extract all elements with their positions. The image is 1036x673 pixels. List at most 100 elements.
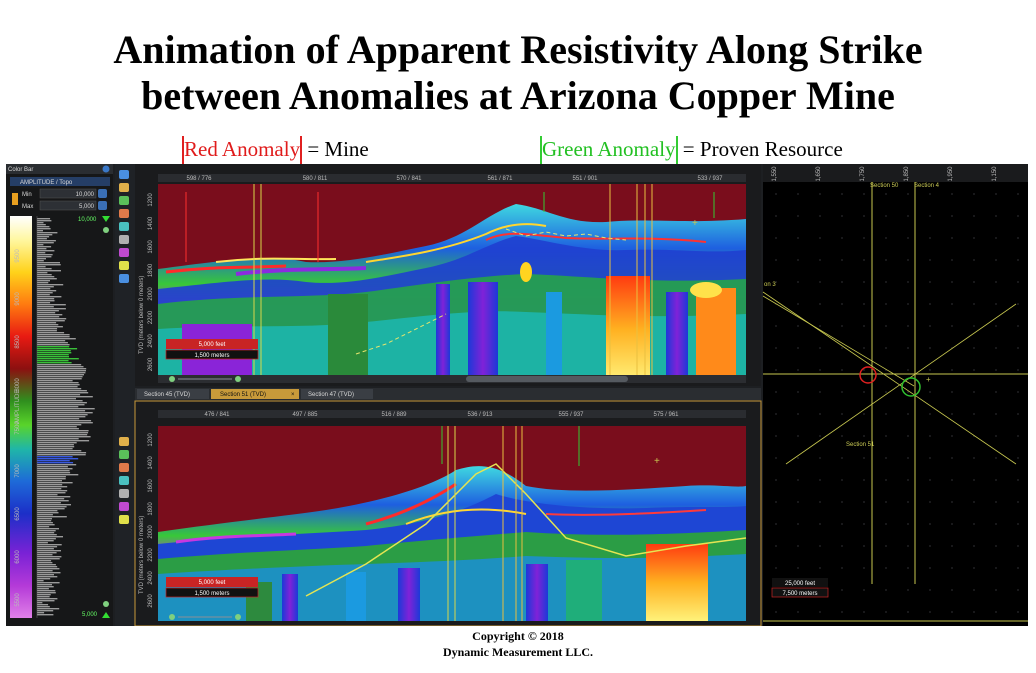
map-label-section-51: Section 51: [846, 442, 875, 448]
page-title-line2: between Anomalies at Arizona Copper Mine: [141, 73, 895, 118]
y-tick-label: 2400: [148, 334, 154, 348]
svg-text:+: +: [654, 456, 660, 467]
y-tick-label: 1400: [148, 216, 154, 230]
palette-icon[interactable]: [12, 193, 18, 205]
min-input[interactable]: [39, 188, 97, 199]
color-bar-ticks: 9500 9000 8500 8000 7500 7000 6500 6000 5500: [15, 249, 21, 607]
max-label: Max: [22, 204, 33, 210]
x-tick-label: 561 / 871: [487, 176, 513, 182]
red-anomaly-label: Red Anomaly: [184, 137, 301, 161]
map-x-tick-label: 1,950: [948, 166, 954, 182]
top-scrollbar[interactable]: [158, 375, 746, 383]
top-scale-meters: 1,500 meters: [194, 353, 229, 359]
red-marker: [300, 136, 303, 167]
y-tick-label: 1200: [148, 433, 154, 447]
top-zoom-out-icon[interactable]: [169, 376, 175, 382]
tab-section-51[interactable]: Section 51 (TVD) ×: [211, 389, 299, 399]
svg-text:+: +: [692, 218, 698, 229]
bottom-zoom-out-icon[interactable]: [169, 614, 175, 620]
zoom-icon[interactable]: [119, 183, 129, 192]
y-tick-label: 1600: [148, 479, 154, 493]
pan-icon[interactable]: [119, 196, 129, 205]
tab-section-45[interactable]: Section 45 (TVD): [137, 389, 209, 399]
green-marker: [675, 136, 678, 167]
camera-icon[interactable]: [119, 489, 129, 498]
color-bar-title: Color Bar: [8, 167, 33, 173]
max-input[interactable]: [39, 200, 97, 211]
green-anomaly-suffix: = Proven Resource: [677, 137, 843, 161]
map-panel: [763, 164, 1028, 626]
page-title-line1: Animation of Apparent Resistivity Along …: [113, 27, 923, 72]
bottom-y-axis-label: TVD (meters below 0 meters): [139, 516, 145, 594]
green-anomaly-marker: [901, 377, 921, 397]
map-grid-dots: [775, 193, 1019, 613]
green-anomaly-label: Green Anomaly: [542, 137, 676, 161]
x-tick-label: 598 / 776: [186, 176, 212, 182]
top-zoom-in-icon[interactable]: [235, 376, 241, 382]
bottom-y-ticks: 1200 1400 1600 1800 2000 2200 2400 2600: [148, 433, 154, 608]
top-value: 10,000: [78, 217, 97, 223]
top-scrollbar-thumb[interactable]: [466, 376, 628, 382]
tab-section-45-label: Section 45 (TVD): [144, 392, 190, 398]
info-icon[interactable]: [119, 515, 129, 524]
map-x-ticks: 1,550 1,650 1,750 1,850 1,950 1,150: [772, 166, 998, 182]
map-label-section-4: Section 4: [914, 183, 940, 189]
min-spin-icon[interactable]: [98, 189, 107, 198]
line-icon[interactable]: [119, 261, 129, 270]
tab-section-47[interactable]: Section 47 (TVD): [301, 389, 373, 399]
copyright: Copyright © 2018: [472, 629, 564, 643]
x-tick-label: 497 / 885: [292, 412, 318, 418]
bottom-zoom-in-icon[interactable]: [235, 614, 241, 620]
save-icon[interactable]: [119, 450, 129, 459]
x-tick-label: 533 / 937: [697, 176, 723, 182]
attribute-name: AMPLITUDE / Topo: [20, 180, 73, 186]
map-x-tick-label: 1,150: [992, 166, 998, 182]
pointer-icon[interactable]: [119, 170, 129, 179]
red-anomaly-suffix: = Mine: [302, 137, 369, 161]
top-y-axis-label: TVD (meters below 0 meters): [139, 276, 145, 354]
attribute-selector[interactable]: [10, 177, 110, 186]
ruler-icon[interactable]: [119, 235, 129, 244]
x-tick-label: 555 / 937: [558, 412, 584, 418]
bottom-value: 5,000: [82, 612, 98, 618]
grid-icon[interactable]: [119, 502, 129, 511]
zoom-in-icon[interactable]: [103, 227, 109, 233]
map-label-section-3: on 3: [764, 282, 776, 288]
top-handle-icon[interactable]: [102, 216, 110, 222]
min-value: 10,000: [76, 192, 95, 198]
y-tick-label: 2000: [148, 525, 154, 539]
top-y-ticks: 1200 1400 1600 1800 2000 2200 2400 2600: [148, 193, 154, 372]
x-tick-label: 580 / 811: [303, 176, 328, 182]
layers-icon[interactable]: [119, 222, 129, 231]
section-top-image: +: [158, 184, 746, 382]
export-icon[interactable]: [119, 463, 129, 472]
zoom-out-icon[interactable]: [103, 601, 109, 607]
color-bar-axis-label: AMPLITUDE: [15, 390, 21, 424]
map-scale-meters: 7,500 meters: [782, 591, 817, 597]
help-icon[interactable]: [102, 165, 110, 173]
bottom-handle-icon[interactable]: [102, 612, 110, 618]
refresh-icon[interactable]: [119, 209, 129, 218]
fault-icon[interactable]: [119, 437, 129, 446]
top-scale-feet: 5,000 feet: [199, 342, 226, 348]
settings-icon[interactable]: [119, 476, 129, 485]
max-spin-icon[interactable]: [98, 201, 107, 210]
pick-icon[interactable]: [119, 248, 129, 257]
close-tab-icon[interactable]: ×: [291, 392, 295, 398]
legend-red: Red Anomaly = Mine: [182, 136, 369, 167]
map-x-tick-label: 1,650: [816, 166, 822, 182]
y-tick-label: 2200: [148, 310, 154, 324]
x-tick-label: 575 / 961: [653, 412, 679, 418]
color-bar-tick-label: 6500: [15, 507, 21, 521]
y-tick-label: 1200: [148, 193, 154, 207]
color-bar-tick-label: 6000: [15, 550, 21, 564]
green-marker: [540, 136, 542, 167]
horizon-icon[interactable]: [119, 274, 129, 283]
company-name: Dynamic Measurement LLC.: [442, 645, 594, 659]
svg-text:+: +: [926, 375, 931, 384]
red-marker: [182, 136, 184, 167]
map-x-tick-label: 1,550: [772, 166, 778, 182]
bottom-scale-meters: 1,500 meters: [194, 591, 229, 597]
top-x-ticks: 598 / 776 580 / 811 570 / 841 561 / 871 551 …: [186, 176, 723, 182]
x-tick-label: 516 / 889: [381, 412, 407, 418]
